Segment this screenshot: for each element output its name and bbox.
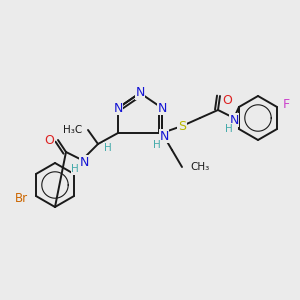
Text: H: H xyxy=(153,140,161,150)
Text: N: N xyxy=(135,86,145,100)
Text: H: H xyxy=(104,143,112,153)
Text: CH₃: CH₃ xyxy=(190,162,209,172)
Text: N: N xyxy=(159,130,169,142)
Text: N: N xyxy=(229,113,239,127)
Text: N: N xyxy=(157,101,167,115)
Text: F: F xyxy=(283,98,290,112)
Text: N: N xyxy=(113,101,123,115)
Text: O: O xyxy=(222,94,232,107)
Text: N: N xyxy=(79,155,89,169)
Text: S: S xyxy=(178,119,186,133)
Text: H₃C: H₃C xyxy=(63,125,82,135)
Text: O: O xyxy=(44,134,54,146)
Text: H: H xyxy=(225,124,233,134)
Text: Br: Br xyxy=(15,191,28,205)
Text: H: H xyxy=(71,164,79,174)
